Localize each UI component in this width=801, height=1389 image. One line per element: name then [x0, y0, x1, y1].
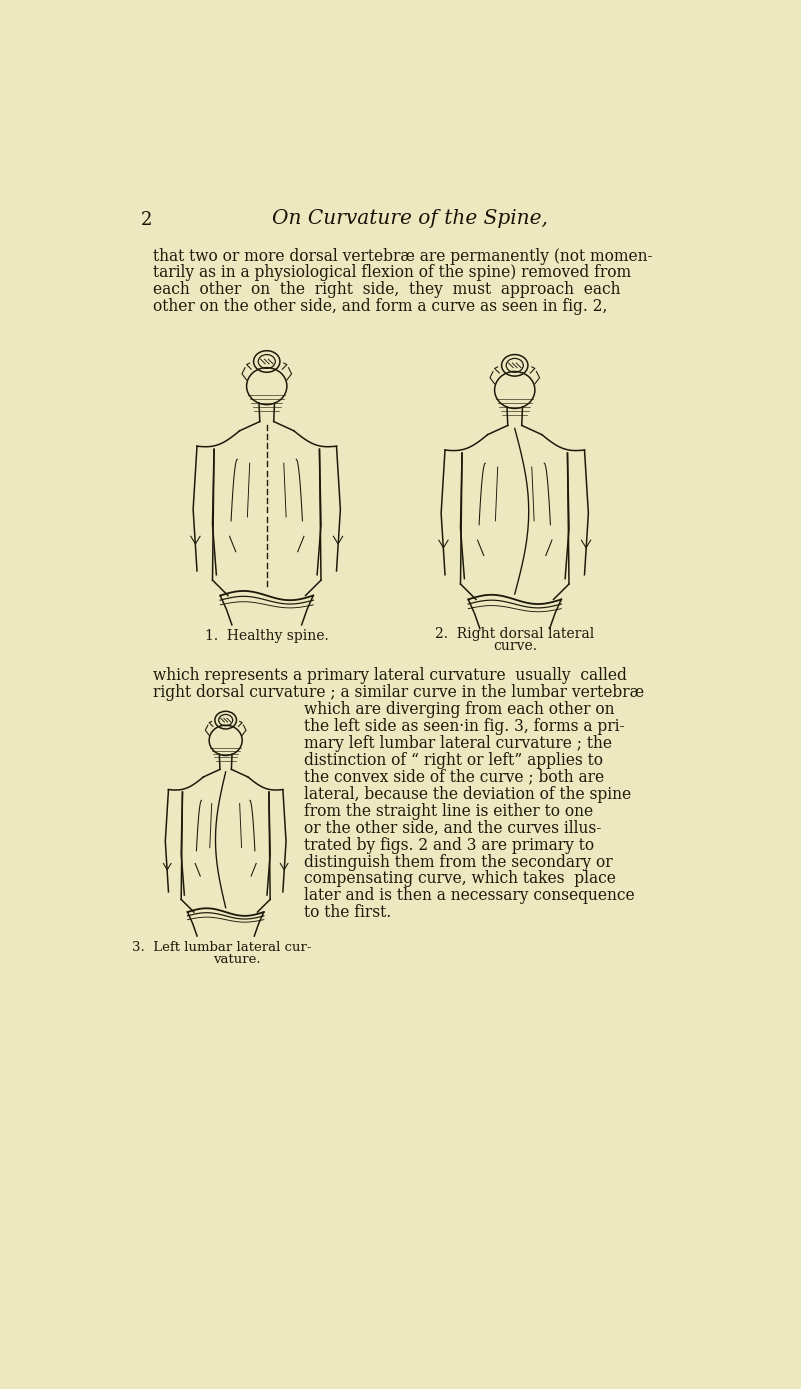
- Text: to the first.: to the first.: [304, 904, 391, 921]
- Text: later and is then a necessary consequence: later and is then a necessary consequenc…: [304, 888, 634, 904]
- Text: which are diverging from each other on: which are diverging from each other on: [304, 701, 614, 718]
- Text: 2.  Right dorsal lateral: 2. Right dorsal lateral: [435, 628, 594, 642]
- Text: distinguish them from the secondary or: distinguish them from the secondary or: [304, 853, 613, 871]
- Text: the left side as seen·in fig. 3, forms a pri-: the left side as seen·in fig. 3, forms a…: [304, 718, 625, 735]
- Text: On Curvature of the Spine,: On Curvature of the Spine,: [272, 208, 548, 228]
- Text: lateral, because the deviation of the spine: lateral, because the deviation of the sp…: [304, 786, 631, 803]
- Text: the convex side of the curve ; both are: the convex side of the curve ; both are: [304, 770, 604, 786]
- Text: other on the other side, and form a curve as seen in fig. 2,: other on the other side, and form a curv…: [153, 299, 607, 315]
- Text: each  other  on  the  right  side,  they  must  approach  each: each other on the right side, they must …: [153, 282, 620, 299]
- Text: 2: 2: [140, 211, 152, 229]
- Text: compensating curve, which takes  place: compensating curve, which takes place: [304, 871, 616, 888]
- Text: or the other side, and the curves illus-: or the other side, and the curves illus-: [304, 820, 602, 836]
- Text: mary left lumbar lateral curvature ; the: mary left lumbar lateral curvature ; the: [304, 735, 612, 751]
- Text: which represents a primary lateral curvature  usually  called: which represents a primary lateral curva…: [153, 667, 626, 685]
- Text: curve.: curve.: [493, 639, 537, 653]
- Text: that two or more dorsal vertebræ are permanently (not momen-: that two or more dorsal vertebræ are per…: [153, 247, 653, 264]
- Text: distinction of “ right or left” applies to: distinction of “ right or left” applies …: [304, 751, 603, 770]
- Text: right dorsal curvature ; a similar curve in the lumbar vertebræ: right dorsal curvature ; a similar curve…: [153, 685, 644, 701]
- Text: 3.  Left lumbar lateral cur-: 3. Left lumbar lateral cur-: [132, 942, 312, 954]
- Text: 1.  Healthy spine.: 1. Healthy spine.: [205, 629, 328, 643]
- Text: vature.: vature.: [214, 953, 261, 965]
- Text: trated by figs. 2 and 3 are primary to: trated by figs. 2 and 3 are primary to: [304, 836, 594, 854]
- Text: from the straight line is either to one: from the straight line is either to one: [304, 803, 593, 820]
- Text: tarily as in a physiological flexion of the spine) removed from: tarily as in a physiological flexion of …: [153, 264, 631, 282]
